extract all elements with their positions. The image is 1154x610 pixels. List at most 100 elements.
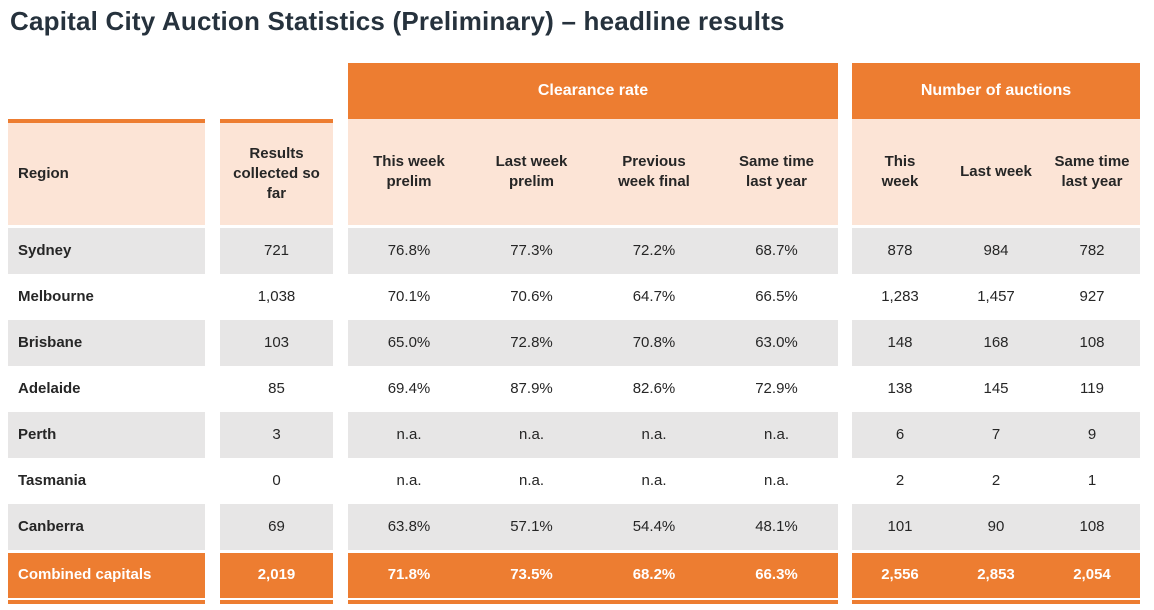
clearance-rate-cell: n.a. [593, 412, 715, 458]
table-bottom-border [8, 600, 1140, 604]
clearance-rate-cell: 68.2% [593, 553, 715, 598]
region-cell: Brisbane [8, 320, 205, 366]
clearance-rate-cell: 66.5% [715, 274, 838, 320]
clearance-rate-cell: 82.6% [593, 366, 715, 412]
column-header-results-collected: Results collected so far [220, 119, 333, 225]
results-collected-cell: 3 [220, 412, 333, 458]
clearance-rate-cell: 70.1% [348, 274, 470, 320]
clearance-rate-cell: n.a. [715, 458, 838, 504]
auction-count-cell: 878 [852, 228, 948, 274]
results-collected-cell: 103 [220, 320, 333, 366]
auction-count-cell: 984 [948, 228, 1044, 274]
auction-count-cell: 2,556 [852, 553, 948, 598]
clearance-rate-cell: 87.9% [470, 366, 593, 412]
region-cell: Sydney [8, 228, 205, 274]
clearance-rate-cell: 71.8% [348, 553, 470, 598]
clearance-rate-cell: 73.5% [470, 553, 593, 598]
results-collected-cell: 1,038 [220, 274, 333, 320]
clearance-rate-cell: 63.8% [348, 504, 470, 550]
clearance-rate-cell: n.a. [715, 412, 838, 458]
results-collected-cell: 0 [220, 458, 333, 504]
table-body: Sydney 721 76.8% 77.3% 72.2% 68.7% 878 984 782 Me… [8, 228, 1140, 598]
column-header-region: Region [8, 119, 205, 225]
table-row-sydney: Sydney 721 76.8% 77.3% 72.2% 68.7% 878 984 782 [8, 228, 1140, 274]
auction-count-cell: 7 [948, 412, 1044, 458]
clearance-rate-cell: 48.1% [715, 504, 838, 550]
auction-count-cell: 168 [948, 320, 1044, 366]
table-row-combined-capitals: Combined capitals 2,019 71.8% 73.5% 68.2% 66.… [8, 553, 1140, 598]
table-row-perth: Perth 3 n.a. n.a. n.a. n.a. 6 7 9 [8, 412, 1140, 458]
auction-count-cell: 108 [1044, 320, 1140, 366]
group-header-number-of-auctions: Number of auctions [852, 63, 1140, 119]
auction-count-cell: 1,457 [948, 274, 1044, 320]
group-header-row: Clearance rate Number of auctions [8, 63, 1140, 119]
clearance-rate-cell: 69.4% [348, 366, 470, 412]
results-collected-cell: 2,019 [220, 553, 333, 598]
clearance-rate-cell: 72.8% [470, 320, 593, 366]
clearance-rate-cell: n.a. [348, 458, 470, 504]
column-header-this-week-auctions: This week [852, 119, 948, 225]
clearance-rate-cell: 70.6% [470, 274, 593, 320]
region-cell: Tasmania [8, 458, 205, 504]
clearance-rate-cell: n.a. [470, 412, 593, 458]
clearance-rate-cell: 77.3% [470, 228, 593, 274]
auction-count-cell: 2,054 [1044, 553, 1140, 598]
auction-count-cell: 782 [1044, 228, 1140, 274]
column-header-last-week-auctions: Last week [948, 119, 1044, 225]
results-collected-cell: 69 [220, 504, 333, 550]
clearance-rate-cell: 72.2% [593, 228, 715, 274]
column-header-last-week-prelim: Last week prelim [470, 119, 593, 225]
clearance-rate-cell: 70.8% [593, 320, 715, 366]
bottom-border-clearance-segment [348, 600, 838, 604]
table-row-tasmania: Tasmania 0 n.a. n.a. n.a. n.a. 2 2 1 [8, 458, 1140, 504]
clearance-rate-cell: 57.1% [470, 504, 593, 550]
clearance-rate-cell: 54.4% [593, 504, 715, 550]
auction-count-cell: 6 [852, 412, 948, 458]
table-row-melbourne: Melbourne 1,038 70.1% 70.6% 64.7% 66.5% 1,283 1… [8, 274, 1140, 320]
column-header-row: Region Results collected so far This wee… [8, 119, 1140, 225]
column-header-this-week-prelim: This week prelim [348, 119, 470, 225]
auction-count-cell: 101 [852, 504, 948, 550]
auction-count-cell: 2 [948, 458, 1044, 504]
auction-count-cell: 1,283 [852, 274, 948, 320]
results-collected-cell: 721 [220, 228, 333, 274]
page-title: Capital City Auction Statistics (Prelimi… [10, 6, 785, 36]
auction-count-cell: 90 [948, 504, 1044, 550]
clearance-rate-cell: 72.9% [715, 366, 838, 412]
clearance-rate-cell: 63.0% [715, 320, 838, 366]
bottom-border-results-segment [220, 600, 333, 604]
column-header-same-time-last-year-auctions: Same time last year [1044, 119, 1140, 225]
region-cell: Adelaide [8, 366, 205, 412]
bottom-border-region-segment [8, 600, 205, 604]
auction-count-cell: 9 [1044, 412, 1140, 458]
region-cell: Combined capitals [8, 553, 205, 598]
auction-count-cell: 1 [1044, 458, 1140, 504]
clearance-rate-cell: 76.8% [348, 228, 470, 274]
clearance-rate-cell: 65.0% [348, 320, 470, 366]
table-row-canberra: Canberra 69 63.8% 57.1% 54.4% 48.1% 101 90 108 [8, 504, 1140, 550]
clearance-rate-cell: 68.7% [715, 228, 838, 274]
region-cell: Perth [8, 412, 205, 458]
auction-count-cell: 108 [1044, 504, 1140, 550]
group-header-clearance-rate: Clearance rate [348, 63, 838, 119]
clearance-rate-cell: n.a. [348, 412, 470, 458]
clearance-rate-cell: 66.3% [715, 553, 838, 598]
column-header-previous-week-final: Previous week final [593, 119, 715, 225]
auction-count-cell: 119 [1044, 366, 1140, 412]
auction-count-cell: 148 [852, 320, 948, 366]
region-cell: Melbourne [8, 274, 205, 320]
auction-statistics-table: Clearance rate Number of auctions Region… [8, 63, 1140, 604]
auction-count-cell: 145 [948, 366, 1044, 412]
auction-count-cell: 927 [1044, 274, 1140, 320]
results-collected-cell: 85 [220, 366, 333, 412]
auction-count-cell: 138 [852, 366, 948, 412]
table-row-brisbane: Brisbane 103 65.0% 72.8% 70.8% 63.0% 148 168 108 [8, 320, 1140, 366]
column-header-same-time-last-year-clearance: Same time last year [715, 119, 838, 225]
clearance-rate-cell: n.a. [593, 458, 715, 504]
clearance-rate-cell: n.a. [470, 458, 593, 504]
table-row-adelaide: Adelaide 85 69.4% 87.9% 82.6% 72.9% 138 145 119 [8, 366, 1140, 412]
bottom-border-auctions-segment [852, 600, 1140, 604]
clearance-rate-cell: 64.7% [593, 274, 715, 320]
auction-count-cell: 2,853 [948, 553, 1044, 598]
